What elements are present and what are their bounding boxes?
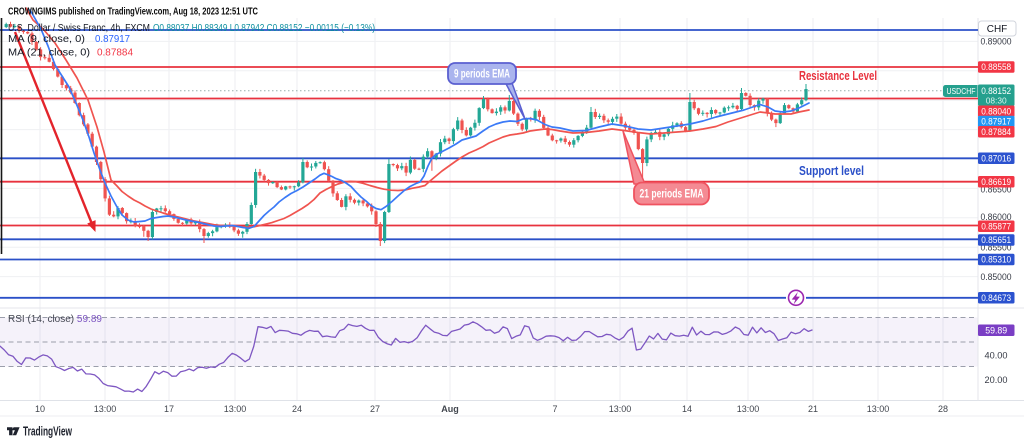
svg-text:MA (21, close, 0): MA (21, close, 0) (8, 48, 90, 59)
svg-text:08:30: 08:30 (986, 96, 1007, 106)
svg-text:27: 27 (370, 404, 380, 414)
svg-text:0.87884: 0.87884 (97, 48, 133, 59)
svg-text:9 periods EMA: 9 periods EMA (454, 69, 510, 81)
svg-text:7: 7 (552, 404, 557, 414)
svg-text:USDCHF: USDCHF (947, 87, 976, 96)
svg-text:O0.88037 H0.88349 L0.87942: O0.88037 H0.88349 L0.87942 C0.88152 −0.0… (153, 23, 375, 34)
svg-text:CROWNGIMS published on Trading: CROWNGIMS published on TradingView.com, … (8, 7, 258, 18)
svg-text:40.00: 40.00 (985, 351, 1008, 361)
svg-text:0.85500: 0.85500 (981, 242, 1012, 252)
svg-text:TradingView: TradingView (23, 425, 72, 439)
svg-text:0.87917: 0.87917 (95, 34, 130, 45)
svg-text:Aug: Aug (441, 404, 459, 414)
svg-text:14: 14 (682, 404, 692, 414)
svg-text:0.86000: 0.86000 (981, 212, 1012, 222)
svg-text:0.87016: 0.87016 (981, 154, 1011, 164)
svg-text:MA (9, close, 0): MA (9, close, 0) (8, 34, 85, 45)
svg-text:28: 28 (938, 404, 948, 414)
svg-text:0.85877: 0.85877 (981, 222, 1011, 232)
svg-text:21 periods EMA: 21 periods EMA (640, 189, 704, 201)
svg-text:13:00: 13:00 (737, 404, 760, 414)
svg-text:13:00: 13:00 (609, 404, 632, 414)
svg-text:0.86619: 0.86619 (981, 177, 1011, 187)
svg-text:21: 21 (808, 404, 818, 414)
svg-text:0.85000: 0.85000 (981, 272, 1012, 282)
svg-text:CHF: CHF (987, 24, 1008, 35)
svg-text:24: 24 (292, 404, 302, 414)
svg-text:0.87917: 0.87917 (981, 117, 1011, 127)
svg-text:13:00: 13:00 (224, 404, 247, 414)
svg-text:0.84673: 0.84673 (981, 293, 1011, 303)
svg-text:13:00: 13:00 (867, 404, 890, 414)
svg-text:59.89: 59.89 (985, 326, 1007, 336)
svg-text:0.89000: 0.89000 (981, 37, 1012, 47)
svg-text:Support level: Support level (799, 163, 864, 178)
svg-text:0.85651: 0.85651 (981, 235, 1011, 245)
svg-text:10: 10 (35, 404, 45, 414)
svg-text:Resistance Level: Resistance Level (799, 68, 877, 83)
svg-text:0.85310: 0.85310 (981, 255, 1011, 265)
svg-text:0.88558: 0.88558 (981, 62, 1011, 72)
svg-text:0.88040: 0.88040 (981, 107, 1011, 117)
svg-text:U.S. Dollar / Swiss Franc, 4h,: U.S. Dollar / Swiss Franc, 4h, FXCM (8, 23, 150, 34)
svg-text:13:00: 13:00 (94, 404, 117, 414)
svg-text:17: 17 (164, 404, 174, 414)
svg-text:0.86500: 0.86500 (981, 185, 1012, 195)
svg-text:0.87884: 0.87884 (981, 127, 1011, 137)
svg-text:20.00: 20.00 (985, 375, 1008, 385)
svg-text:0.88152: 0.88152 (981, 86, 1011, 96)
svg-text:RSI (14, close) 59.89: RSI (14, close) 59.89 (8, 314, 102, 325)
